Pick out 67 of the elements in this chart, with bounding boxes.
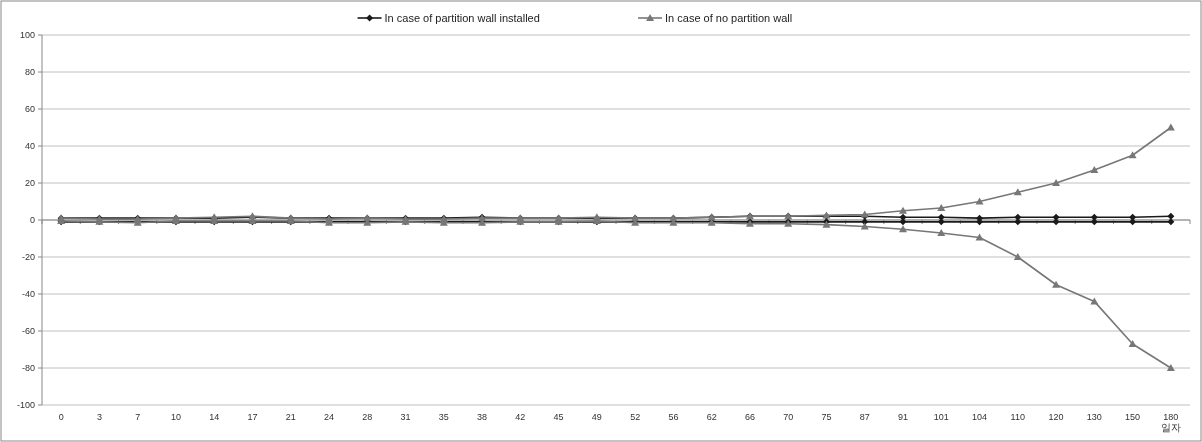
x-tick-label: 87 bbox=[859, 412, 870, 422]
point bbox=[1052, 280, 1061, 288]
y-tick-label: 100 bbox=[19, 30, 35, 40]
y-tick-label: -20 bbox=[21, 252, 35, 262]
point bbox=[1013, 253, 1022, 260]
point bbox=[1052, 218, 1060, 226]
x-tick-label: 104 bbox=[972, 412, 988, 422]
x-tick-label: 10 bbox=[170, 412, 181, 422]
x-tick-label: 91 bbox=[897, 412, 909, 422]
point bbox=[899, 206, 907, 214]
point bbox=[937, 203, 946, 211]
point bbox=[1129, 218, 1137, 226]
x-tick-label: 14 bbox=[209, 412, 220, 422]
x-tick-label: 70 bbox=[783, 412, 794, 422]
x-tick-label: 180 bbox=[1163, 412, 1179, 422]
x-tick-label: 45 bbox=[553, 412, 564, 422]
y-tick-label: 0 bbox=[29, 215, 35, 225]
point bbox=[937, 218, 945, 226]
y-tick-label: -60 bbox=[21, 326, 35, 336]
x-tick-label: 17 bbox=[247, 412, 258, 422]
point bbox=[937, 228, 946, 236]
x-tick-label: 66 bbox=[744, 412, 755, 422]
x-tick-label: 31 bbox=[400, 412, 411, 422]
y-tick-label: 40 bbox=[24, 141, 35, 151]
point bbox=[975, 233, 984, 241]
x-tick-label: 52 bbox=[630, 412, 641, 422]
point bbox=[1167, 212, 1175, 220]
x-tick-label: 0 bbox=[58, 412, 64, 422]
x-tick-label: 24 bbox=[323, 412, 335, 422]
x-tick-label: 35 bbox=[438, 412, 449, 422]
y-tick-label: 20 bbox=[24, 178, 35, 188]
x-tick-label: 110 bbox=[1010, 412, 1025, 422]
point bbox=[1167, 218, 1175, 226]
point bbox=[1013, 188, 1022, 196]
point bbox=[1166, 364, 1175, 371]
x-tick-label: 75 bbox=[821, 412, 832, 422]
x-axis-title: 일자 bbox=[1160, 422, 1181, 433]
y-tick-label: -100 bbox=[16, 400, 35, 410]
x-tick-label: 28 bbox=[362, 412, 373, 422]
y-tick-label: 60 bbox=[24, 104, 35, 114]
x-tick-label: 150 bbox=[1125, 412, 1141, 422]
x-tick-label: 49 bbox=[591, 412, 602, 422]
point bbox=[899, 225, 907, 233]
y-tick-label: -80 bbox=[21, 363, 35, 373]
point bbox=[1014, 218, 1022, 226]
legend-label: In case of no partition wall bbox=[665, 12, 793, 24]
y-tick-label: 80 bbox=[24, 67, 35, 77]
point bbox=[1052, 179, 1061, 186]
point bbox=[1090, 218, 1098, 226]
x-tick-label: 38 bbox=[477, 412, 488, 422]
y-tick-label: -40 bbox=[21, 289, 35, 299]
x-tick-label: 62 bbox=[706, 412, 717, 422]
legend-label: In case of partition wall installed bbox=[384, 12, 540, 24]
x-tick-label: 42 bbox=[515, 412, 526, 422]
x-tick-label: 56 bbox=[668, 412, 679, 422]
point bbox=[899, 218, 907, 226]
point bbox=[1090, 166, 1099, 174]
point bbox=[975, 197, 984, 205]
point bbox=[1166, 123, 1175, 131]
x-tick-label: 120 bbox=[1048, 412, 1064, 422]
point bbox=[1128, 339, 1137, 347]
x-tick-label: 7 bbox=[135, 412, 141, 422]
x-tick-label: 101 bbox=[933, 412, 949, 422]
x-tick-label: 21 bbox=[285, 412, 296, 422]
x-tick-label: 130 bbox=[1086, 412, 1102, 422]
point bbox=[1128, 151, 1137, 159]
x-tick-label: 3 bbox=[96, 412, 102, 422]
